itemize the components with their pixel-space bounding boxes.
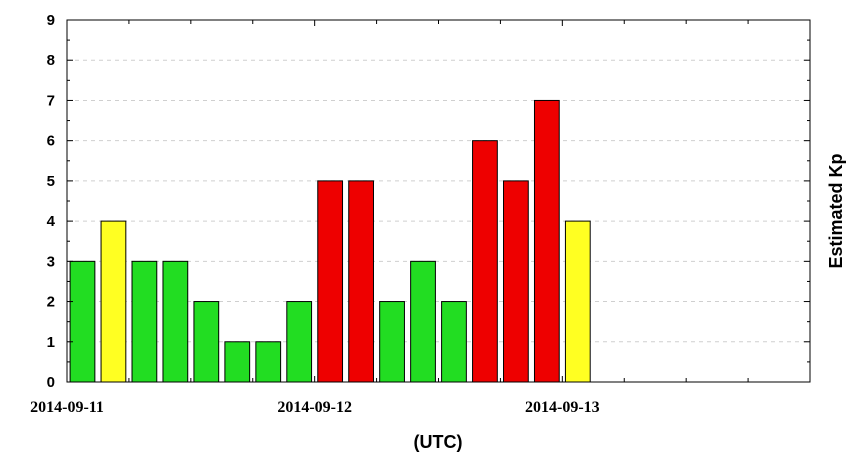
- x-tick-labels: 2014-09-11 2014-09-12 2014-09-13: [30, 399, 600, 416]
- y-tick-label: 5: [47, 173, 55, 190]
- y-tick-label: 0: [47, 374, 55, 391]
- bar: [317, 180, 344, 383]
- y-tick-label: 7: [47, 92, 55, 109]
- x-axis-title: (UTC): [414, 432, 463, 452]
- gridlines: [67, 59, 810, 343]
- y-tick-label: 4: [47, 213, 56, 230]
- axis-ticks: [66, 19, 811, 383]
- bar: [224, 341, 251, 383]
- x-tick-label: 2014-09-11: [30, 399, 104, 416]
- bar: [472, 140, 498, 383]
- bar: [286, 301, 313, 383]
- y-axis-title: Estimated Kp: [826, 153, 846, 268]
- bar: [131, 260, 158, 383]
- bar: [193, 301, 220, 383]
- bar: [348, 180, 374, 383]
- y-tick-label: 6: [47, 133, 55, 150]
- bars: [69, 99, 591, 383]
- bar: [255, 341, 282, 383]
- bar: [69, 260, 96, 383]
- bar: [162, 260, 189, 383]
- bar: [379, 301, 405, 383]
- bar: [410, 260, 436, 383]
- y-tick-label: 3: [47, 253, 55, 270]
- y-tick-labels: 0 1 2 3 4 5 6 7 8 9: [47, 12, 56, 391]
- bar: [564, 220, 591, 383]
- y-tick-label: 9: [47, 12, 55, 29]
- bar: [441, 301, 467, 383]
- y-tick-label: 1: [47, 334, 55, 351]
- bar: [533, 99, 560, 383]
- x-tick-label: 2014-09-12: [277, 399, 352, 416]
- x-tick-label: 2014-09-13: [525, 399, 600, 416]
- bar: [503, 180, 529, 383]
- y-tick-label: 2: [47, 294, 55, 311]
- y-tick-label: 8: [47, 52, 55, 69]
- bar: [100, 220, 127, 383]
